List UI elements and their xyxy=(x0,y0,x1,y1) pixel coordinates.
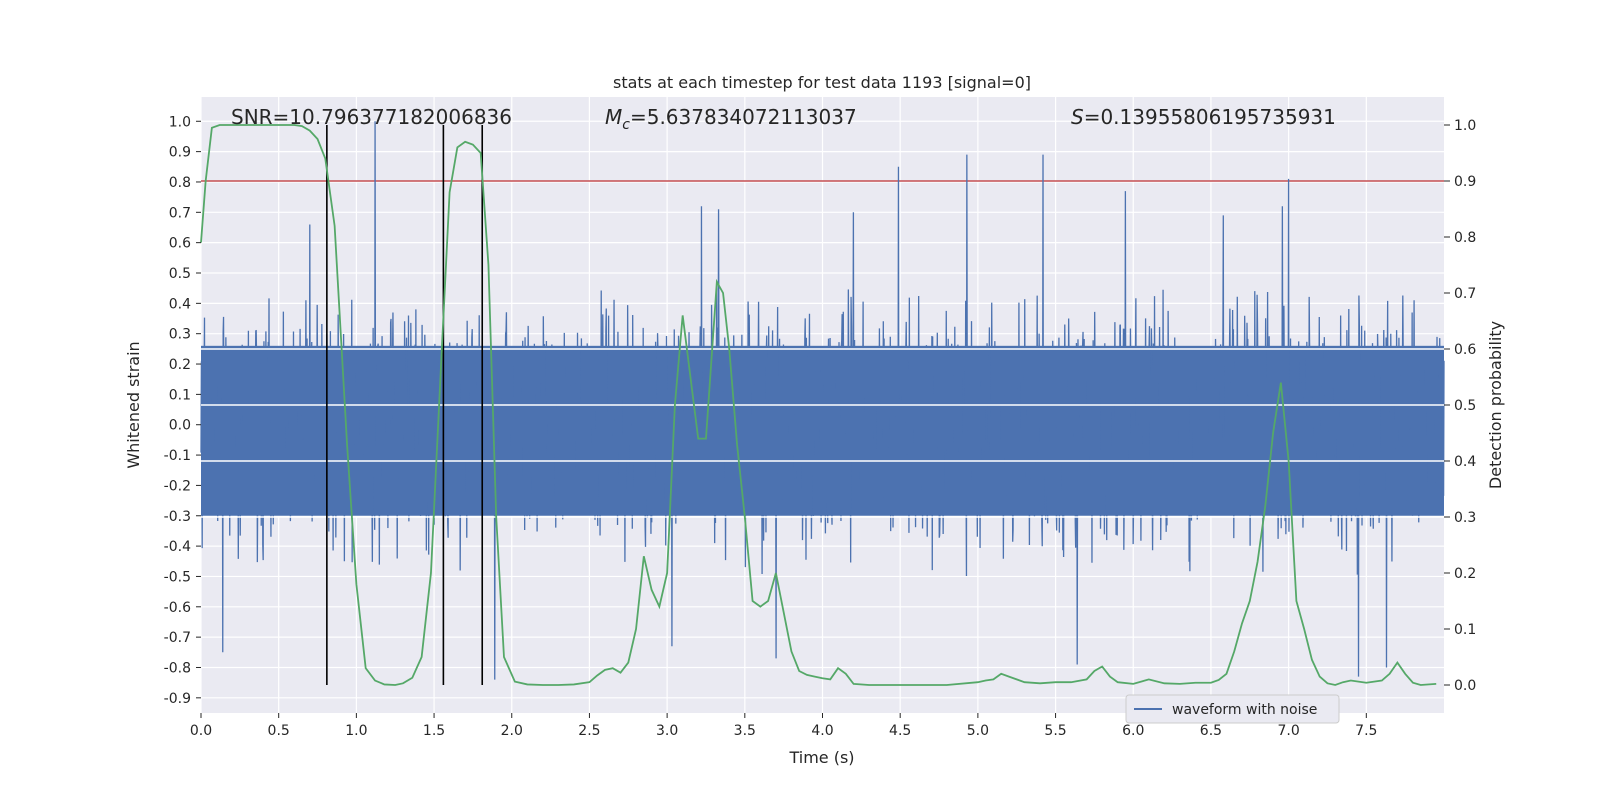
y-left-ticks: 1.0 0.9 0.8 0.7 0.6 0.5 0.4 0.3 0.2 0.1 0.0 -0.1 -0.… xyxy=(164,114,201,707)
y-right-tick-label: 0.3 xyxy=(1454,510,1476,526)
mc-annotation: Mc=5.637834072113037 xyxy=(605,105,857,133)
y-right-tick-label: 1.0 xyxy=(1454,118,1476,134)
y-left-tick-label: 0.3 xyxy=(169,327,191,343)
y-right-ticks: 1.0 0.9 0.8 0.7 0.6 0.5 0.4 0.3 0.2 0.1 0.0 xyxy=(1444,118,1476,694)
x-tick-label: 6.0 xyxy=(1122,723,1144,739)
y-left-tick-label: -0.7 xyxy=(164,630,191,646)
y-left-tick-label: 0.2 xyxy=(169,357,191,373)
legend-label: waveform with noise xyxy=(1172,702,1317,718)
x-axis-label: Time (s) xyxy=(788,748,854,767)
y-left-tick-label: -0.1 xyxy=(164,448,191,464)
y-right-tick-label: 0.1 xyxy=(1454,622,1476,638)
y-right-tick-label: 0.0 xyxy=(1454,678,1476,694)
prob-layer xyxy=(200,124,1437,686)
y-left-tick-label: 0.0 xyxy=(169,418,191,434)
y-left-tick-label: 0.5 xyxy=(169,266,191,282)
x-tick-label: 2.0 xyxy=(501,723,523,739)
x-tick-label: 3.0 xyxy=(656,723,678,739)
y-left-tick-label: 0.4 xyxy=(169,296,191,312)
chart-title: stats at each timestep for test data 119… xyxy=(613,73,1031,92)
x-tick-label: 1.0 xyxy=(345,723,367,739)
snr-annotation: SNR=10.796377182006836 xyxy=(231,105,512,129)
y-right-tick-label: 0.2 xyxy=(1454,566,1476,582)
y-right-tick-label: 0.4 xyxy=(1454,454,1476,470)
x-tick-label: 0.5 xyxy=(268,723,290,739)
legend-box xyxy=(1125,694,1340,724)
s-symbol: S xyxy=(1071,105,1084,129)
y-left-tick-label: -0.6 xyxy=(164,600,191,616)
y-left-tick-label: 0.9 xyxy=(169,145,191,161)
y-left-tick-label: 1.0 xyxy=(169,114,191,130)
legend: waveform with noise xyxy=(1125,694,1340,724)
y-left-tick-label: -0.3 xyxy=(164,509,191,525)
y-right-tick-label: 0.7 xyxy=(1454,286,1476,302)
y-left-tick-label: 0.6 xyxy=(169,236,191,252)
x-tick-label: 5.0 xyxy=(967,723,989,739)
detection-probability-line xyxy=(200,124,1437,686)
x-tick-label: 7.5 xyxy=(1355,723,1377,739)
noise-layer xyxy=(200,121,1445,680)
markers-layer xyxy=(326,125,484,685)
y-left-tick-label: -0.5 xyxy=(164,569,191,585)
s-annotation: S=0.13955806195735931 xyxy=(1071,105,1336,129)
x-tick-label: 6.5 xyxy=(1200,723,1222,739)
y-left-tick-label: -0.9 xyxy=(164,691,191,707)
x-tick-label: 5.5 xyxy=(1044,723,1066,739)
s-value: =0.13955806195735931 xyxy=(1084,105,1336,129)
y-right-tick-label: 0.5 xyxy=(1454,398,1476,414)
y-axis-label-right: Detection probability xyxy=(1486,321,1505,489)
y-left-tick-label: 0.8 xyxy=(169,175,191,191)
x-tick-label: 2.5 xyxy=(578,723,600,739)
x-tick-label: 0.0 xyxy=(190,723,212,739)
x-tick-label: 7.0 xyxy=(1277,723,1299,739)
x-tick-label: 1.5 xyxy=(423,723,445,739)
x-tick-label: 4.0 xyxy=(811,723,833,739)
mc-symbol: M xyxy=(605,105,622,129)
mc-subscript: c xyxy=(622,117,630,133)
mc-value: =5.637834072113037 xyxy=(630,105,857,129)
y-right-tick-label: 0.6 xyxy=(1454,342,1476,358)
hgrid-overlay xyxy=(201,348,1444,518)
x-ticks: 0.0 0.5 1.0 1.5 2.0 2.5 3.0 3.5 4.0 4.5 5.0 5.5 6.0 6… xyxy=(190,713,1377,739)
noise-waveform-line xyxy=(200,121,1445,680)
x-tick-label: 3.5 xyxy=(734,723,756,739)
x-tick-label: 4.5 xyxy=(889,723,911,739)
y-left-tick-label: 0.7 xyxy=(169,205,191,221)
y-axis-label-left: Whitened strain xyxy=(124,341,143,468)
y-left-tick-label: -0.8 xyxy=(164,660,191,676)
y-right-tick-label: 0.9 xyxy=(1454,174,1476,190)
y-left-tick-label: -0.4 xyxy=(164,539,191,555)
y-left-tick-label: 0.1 xyxy=(169,387,191,403)
y-left-tick-label: -0.2 xyxy=(164,478,191,494)
y-right-tick-label: 0.8 xyxy=(1454,230,1476,246)
